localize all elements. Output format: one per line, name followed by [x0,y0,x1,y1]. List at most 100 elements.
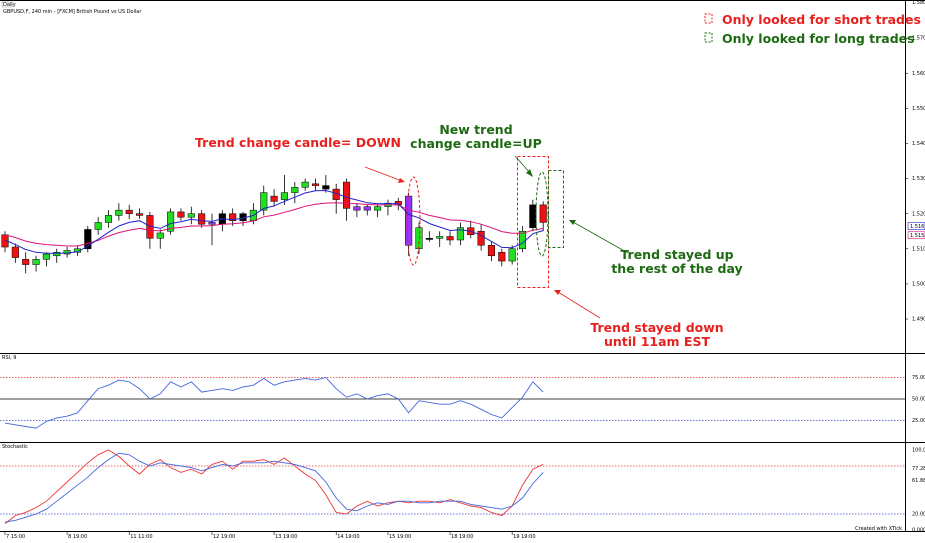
candle-body [84,229,92,250]
up-arrow-line [514,155,531,174]
candle-body [187,213,195,218]
rsi-title: RSI, 9 [2,355,16,361]
price-tick-label: 1.5300 [912,176,925,182]
up-arrow-head [526,169,533,177]
candle-body [529,204,537,228]
legend-long-swatch [704,32,713,43]
candle-body [477,230,485,246]
stochastic-pane: 100.00 77.28 61.88 20.00 0.0000 [0,448,925,534]
price-tick-label: 1.5000 [912,281,925,287]
candle-body [11,246,19,258]
candle-body [94,222,102,230]
down-arrow-line [364,166,403,182]
candle-body [42,253,50,260]
candle-body [136,213,144,216]
stoch-d-line [4,449,544,524]
candle-body [374,206,382,211]
candle-body [518,230,527,250]
time-axis: 7 15:00 8 19:00 11 11:00 12 19:00 13 19:00 14… [4,532,536,540]
trend-down-annotation: Trend change candle= DOWN [195,135,401,150]
down-change-highlight [406,176,421,266]
rsi-axis-label: 25.00 [912,418,925,424]
time-tick-label: 15 19:00 [389,534,411,539]
legend-short-swatch [704,13,713,24]
candle-body [311,183,320,186]
time-tick-label: 18 19:00 [451,534,473,539]
current-price-box [907,222,925,230]
time-tick-label: 12 19:00 [213,534,235,539]
candle-body [456,227,464,241]
candle-body [115,209,123,216]
candle-body [260,192,268,211]
candle-body [508,248,516,262]
time-tick-label: 8 19:00 [68,534,87,539]
daily-tab[interactable] [1,1,13,8]
candle-body [425,237,433,240]
legend-long-label: Only looked for long trades [722,31,915,46]
legend-short-label: Only looked for short trades [722,12,921,27]
candle-body [539,204,547,223]
stoch-k-line [4,452,544,523]
current-price-label: 1.5163 [910,224,925,230]
time-tick-label: 19 19:00 [513,534,535,539]
daily-tab-label: Daily [3,2,16,8]
stayed-up-annotation-line2: the rest of the day [611,261,742,276]
rsi-pane: 75.00 50.0000 25.00 [0,375,925,429]
candle-body [446,236,454,241]
current-price-label-2: 1.5158 [910,233,925,239]
candlesticks [1,175,547,274]
rsi-line [4,376,544,429]
candle-body [363,206,371,211]
time-tick-label: 11 11:00 [130,534,152,539]
stayed-down-arrow-head [554,290,561,295]
new-trend-annotation-line2: change candle=UP [410,136,542,151]
candle-body [229,213,237,221]
stoch-axis-label: 20.00 [912,512,925,518]
long-trades-zone [548,170,564,248]
stoch-axis-label: 100.00 [912,448,925,454]
footer-credit: Created with XTick [855,526,902,532]
stayed-down-annotation-line1: Trend stayed down [590,320,723,335]
candle-body [208,222,216,225]
candle-body [436,236,444,239]
price-tick-label: 1.5700 [912,36,925,42]
candle-body [104,215,113,223]
price-tick-label: 1.5600 [912,71,925,77]
current-price-box-2 [907,231,925,240]
stoch-axis-label: 77.28 [912,466,925,472]
candle-body [156,232,164,239]
candle-body [270,195,278,202]
candle-body [125,209,133,214]
price-tick-label: 1.5100 [912,246,925,252]
price-tick-label: 1.5500 [912,106,925,112]
candle-body [487,245,495,257]
price-tick-label: 1.5400 [912,141,925,147]
time-tick-label: 14 19:00 [337,534,359,539]
rsi-axis-label: 50.0000 [912,397,925,403]
candle-body [167,211,175,232]
stoch-axis-label: 61.88 [912,478,925,484]
candle-body [498,252,506,262]
candle-body [177,211,185,218]
candle-body [353,206,361,211]
ema-fast-line [4,189,544,254]
instrument-title: GBPUSD,F, 240 min - [FXCM] British Pound… [3,9,142,15]
price-tick-label: 1.4900 [912,317,925,323]
candle-body [343,181,351,209]
candle-body [280,192,288,200]
time-tick-label: 13 19:00 [275,534,297,539]
down-arrow-head [398,178,405,183]
time-tick-label: 7 15:00 [6,534,25,539]
stayed-up-annotation-line1: Trend stayed up [620,247,733,262]
candle-body [322,185,330,190]
price-axis: 1.5700 1.5600 1.5500 1.5400 1.5300 1.5200 1.51… [905,0,925,323]
stayed-up-arrow-line [572,221,629,254]
candle-body [22,259,30,265]
candle-body [53,252,61,257]
candle-body [291,187,299,193]
price-top-label: 1.5800 [912,0,925,6]
candle-body [405,195,413,246]
